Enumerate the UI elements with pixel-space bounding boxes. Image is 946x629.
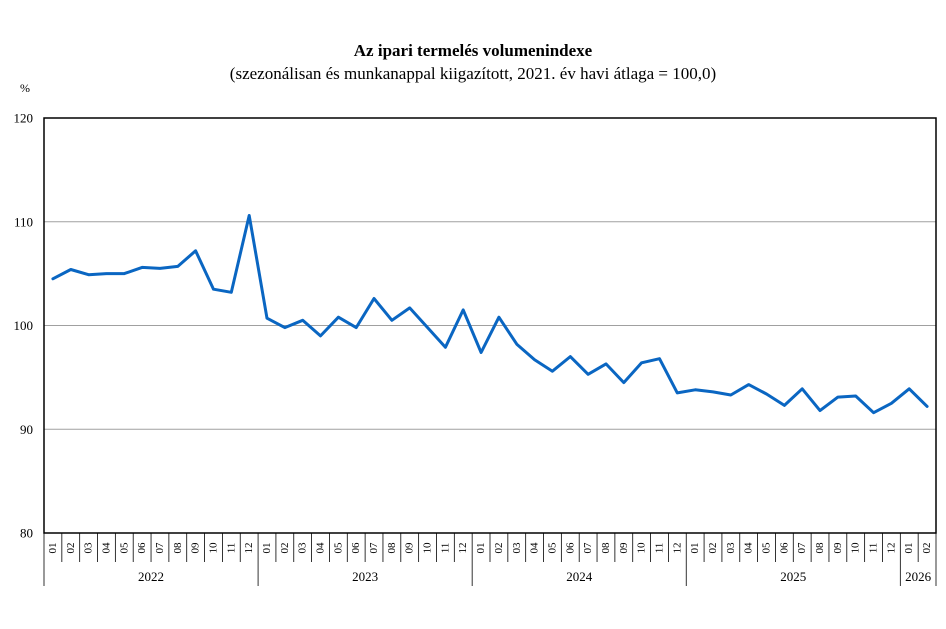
month-label: 01 xyxy=(689,543,701,554)
y-tick-label-100: 100 xyxy=(14,318,34,333)
month-label: 06 xyxy=(350,542,362,554)
month-label: 07 xyxy=(582,542,594,554)
month-label: 06 xyxy=(778,542,790,554)
month-label: 12 xyxy=(671,543,683,554)
month-label: 12 xyxy=(885,543,897,554)
month-label: 04 xyxy=(100,542,112,554)
month-label: 05 xyxy=(332,542,344,554)
chart-title: Az ipari termelés volumenindexe xyxy=(353,41,593,60)
month-label: 11 xyxy=(653,543,665,554)
y-tick-label-90: 90 xyxy=(20,422,33,437)
month-label: 01 xyxy=(475,543,487,554)
month-label: 12 xyxy=(243,543,255,554)
month-label: 08 xyxy=(172,542,184,554)
y-tick-label-110: 110 xyxy=(14,214,33,229)
month-label: 02 xyxy=(65,543,77,554)
month-label: 05 xyxy=(118,542,130,554)
month-label: 09 xyxy=(404,542,416,554)
month-label: 04 xyxy=(315,542,327,554)
year-label-2025: 2025 xyxy=(780,569,806,584)
series-line-0 xyxy=(51,214,929,415)
month-label: 06 xyxy=(136,542,148,554)
month-label: 11 xyxy=(439,543,451,554)
month-label: 09 xyxy=(190,542,202,554)
y-unit-label: % xyxy=(20,81,30,95)
month-label: 04 xyxy=(529,542,541,554)
month-label: 09 xyxy=(832,542,844,554)
month-label: 02 xyxy=(921,543,933,554)
month-label: 11 xyxy=(868,543,880,554)
month-label: 07 xyxy=(154,542,166,554)
month-label: 12 xyxy=(457,543,469,554)
year-label-2026: 2026 xyxy=(905,569,932,584)
month-label: 03 xyxy=(511,542,523,554)
month-label: 04 xyxy=(743,542,755,554)
month-label: 10 xyxy=(207,542,219,554)
month-label: 01 xyxy=(47,543,59,554)
month-label: 01 xyxy=(261,543,273,554)
year-label-2023: 2023 xyxy=(352,569,378,584)
month-label: 10 xyxy=(850,542,862,554)
month-label: 09 xyxy=(618,542,630,554)
month-label: 02 xyxy=(707,543,719,554)
month-label: 02 xyxy=(279,543,291,554)
month-label: 08 xyxy=(814,542,826,554)
year-label-2022: 2022 xyxy=(138,569,164,584)
month-label: 03 xyxy=(83,542,95,554)
month-label: 03 xyxy=(725,542,737,554)
month-label: 10 xyxy=(636,542,648,554)
chart-subtitle: (szezonálisan és munkanappal kiigazított… xyxy=(229,64,717,83)
y-tick-label-120: 120 xyxy=(14,111,34,126)
month-label: 07 xyxy=(368,542,380,554)
month-label: 11 xyxy=(225,543,237,554)
month-label: 06 xyxy=(564,542,576,554)
month-label: 10 xyxy=(422,542,434,554)
y-tick-label-80: 80 xyxy=(20,526,33,541)
month-label: 08 xyxy=(600,542,612,554)
month-label: 02 xyxy=(493,543,505,554)
month-label: 01 xyxy=(903,543,915,554)
month-label: 05 xyxy=(546,542,558,554)
month-label: 03 xyxy=(297,542,309,554)
month-label: 08 xyxy=(386,542,398,554)
month-label: 05 xyxy=(761,542,773,554)
year-label-2024: 2024 xyxy=(566,569,593,584)
month-label: 07 xyxy=(796,542,808,554)
